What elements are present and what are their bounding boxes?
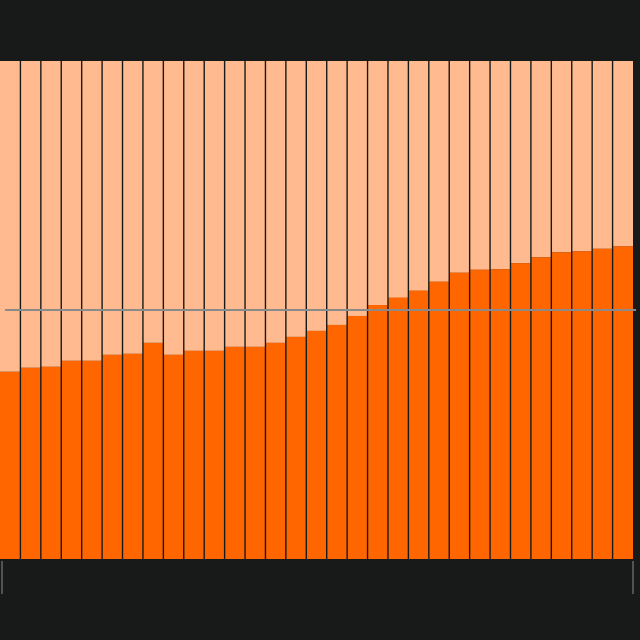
bar-value-segment <box>102 354 123 559</box>
bar-value-segment <box>306 330 327 559</box>
bar-value-segment <box>551 252 572 559</box>
bar-remainder-segment <box>551 61 572 253</box>
bar-remainder-segment <box>428 61 450 282</box>
bar-remainder-segment <box>204 61 225 351</box>
bar-value-segment <box>224 346 246 559</box>
bar-remainder-segment <box>163 61 184 355</box>
bar-remainder-segment <box>142 61 164 343</box>
bar-value-segment <box>0 371 21 559</box>
bar-remainder-segment <box>592 61 613 249</box>
bar-value-segment <box>122 353 143 559</box>
bar-value-segment <box>510 263 531 559</box>
bar-value-segment <box>20 367 41 559</box>
bar-value-segment <box>81 360 103 559</box>
bar-remainder-segment <box>367 61 388 306</box>
bar-value-segment <box>469 269 491 559</box>
bar-remainder-segment <box>224 61 246 347</box>
bar-value-segment <box>285 336 307 559</box>
bar-remainder-segment <box>326 61 348 325</box>
bar-remainder-segment <box>306 61 327 331</box>
bar-remainder-segment <box>387 61 409 298</box>
bar-value-segment <box>326 324 348 559</box>
bar-value-segment <box>592 248 613 559</box>
bar-value-segment <box>163 354 184 559</box>
bar-value-segment <box>347 315 368 559</box>
bar-remainder-segment <box>510 61 531 264</box>
bar-remainder-segment <box>449 61 470 273</box>
bar-remainder-segment <box>61 61 82 361</box>
bar-value-segment <box>571 251 593 559</box>
bar-remainder-segment <box>183 61 205 351</box>
bar-remainder-segment <box>612 61 633 247</box>
bar-value-segment <box>612 246 633 560</box>
bar-value-segment <box>61 360 82 559</box>
bar-remainder-segment <box>347 61 368 316</box>
bar-value-segment <box>490 269 511 559</box>
bar-value-segment <box>530 257 552 559</box>
bar-remainder-segment <box>490 61 511 270</box>
bar-remainder-segment <box>285 61 307 337</box>
bar-value-segment <box>449 272 470 559</box>
bar-value-segment <box>265 342 286 559</box>
bar-remainder-segment <box>20 61 41 368</box>
bar-remainder-segment <box>469 61 491 270</box>
bar-remainder-segment <box>571 61 593 252</box>
axis-ticks-group <box>1 561 634 594</box>
bar-value-segment <box>367 305 388 559</box>
bar-value-segment <box>204 350 225 559</box>
bar-remainder-segment <box>40 61 62 367</box>
bar-remainder-segment <box>122 61 143 354</box>
bar-value-segment <box>183 350 205 559</box>
bar-value-segment <box>387 297 409 559</box>
bar-remainder-segment <box>265 61 286 343</box>
bar-value-segment <box>40 366 62 559</box>
bar-value-segment <box>245 346 266 559</box>
bar-remainder-segment <box>530 61 552 258</box>
bar-value-segment <box>142 342 164 559</box>
bar-value-segment <box>408 290 429 559</box>
bar-remainder-segment <box>81 61 103 361</box>
bar-group <box>0 61 633 560</box>
bar-value-segment <box>428 281 450 559</box>
bar-remainder-segment <box>102 61 123 355</box>
bar-remainder-segment <box>245 61 266 347</box>
bar-remainder-segment <box>0 61 21 372</box>
bar-remainder-segment <box>408 61 429 291</box>
